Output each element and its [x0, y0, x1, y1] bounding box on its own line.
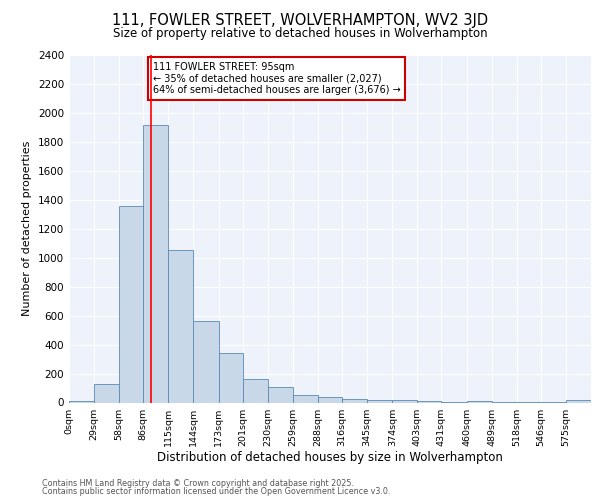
- Text: Contains HM Land Registry data © Crown copyright and database right 2025.: Contains HM Land Registry data © Crown c…: [42, 478, 354, 488]
- Bar: [119, 206, 143, 402]
- Text: 111, FOWLER STREET, WOLVERHAMPTON, WV2 3JD: 111, FOWLER STREET, WOLVERHAMPTON, WV2 3…: [112, 12, 488, 28]
- Bar: [318, 398, 342, 402]
- Text: 111 FOWLER STREET: 95sqm
← 35% of detached houses are smaller (2,027)
64% of sem: 111 FOWLER STREET: 95sqm ← 35% of detach…: [153, 62, 401, 96]
- Bar: [243, 378, 268, 402]
- Bar: [293, 394, 318, 402]
- Bar: [143, 124, 169, 402]
- Y-axis label: Number of detached properties: Number of detached properties: [22, 141, 32, 316]
- X-axis label: Distribution of detached houses by size in Wolverhampton: Distribution of detached houses by size …: [157, 452, 503, 464]
- Text: Size of property relative to detached houses in Wolverhampton: Size of property relative to detached ho…: [113, 28, 487, 40]
- Text: Contains public sector information licensed under the Open Government Licence v3: Contains public sector information licen…: [42, 487, 391, 496]
- Bar: [218, 354, 243, 403]
- Bar: [268, 388, 293, 402]
- Bar: [94, 384, 119, 402]
- Bar: [367, 400, 392, 402]
- Bar: [566, 400, 591, 402]
- Bar: [169, 250, 193, 402]
- Bar: [417, 401, 442, 402]
- Bar: [193, 322, 218, 402]
- Bar: [69, 401, 94, 402]
- Bar: [342, 399, 367, 402]
- Bar: [392, 400, 417, 402]
- Bar: [467, 401, 491, 402]
